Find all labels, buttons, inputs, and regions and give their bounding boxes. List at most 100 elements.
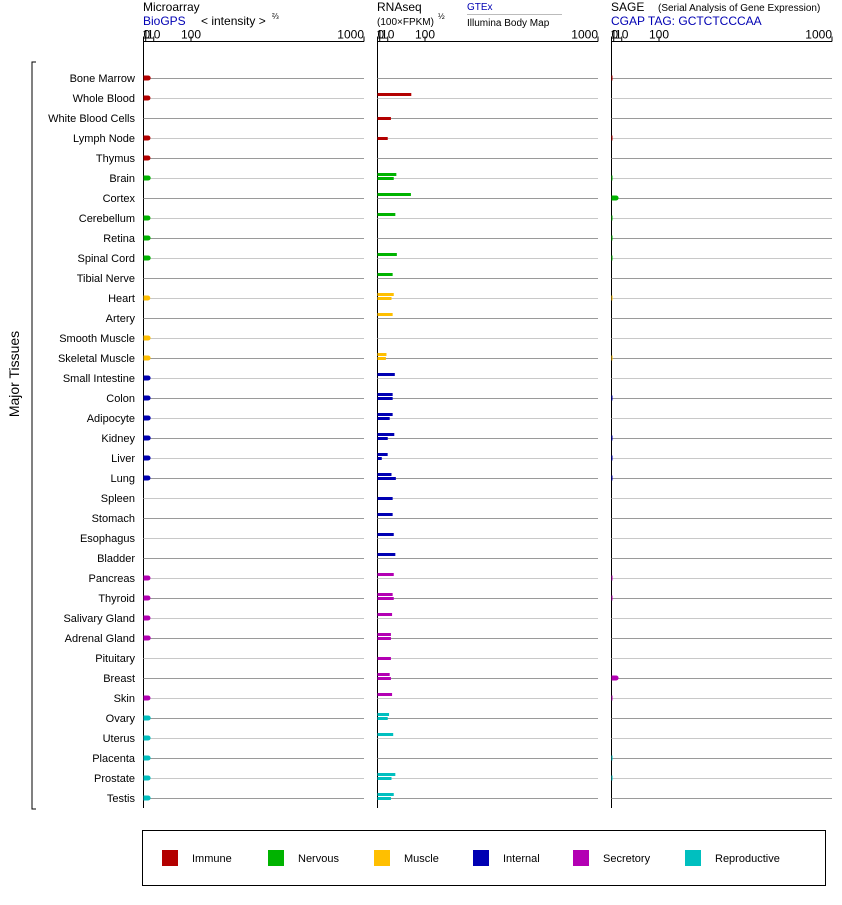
- sage-tick-label: 10: [615, 28, 629, 42]
- tissue-label: Cerebellum: [79, 213, 135, 225]
- tissue-label: Kidney: [101, 433, 135, 445]
- microarray-bar-cap: [145, 135, 151, 141]
- microarray-bar-cap: [145, 235, 151, 241]
- tissue-label: Artery: [106, 313, 136, 325]
- microarray-bar-cap: [145, 435, 151, 441]
- microarray-intensity-exponent: ⅔: [272, 12, 279, 21]
- microarray-bar-cap: [145, 375, 151, 381]
- tissue-label: Smooth Muscle: [59, 333, 135, 345]
- rnaseq-legend-gtex: GTEx: [467, 2, 493, 13]
- tissue-label: Lung: [111, 473, 135, 485]
- tissue-label: Adrenal Gland: [65, 633, 135, 645]
- microarray-bar-cap: [145, 215, 151, 221]
- sage-bar: [611, 575, 613, 581]
- microarray-bar-cap: [145, 795, 151, 801]
- legend-label-muscle: Muscle: [404, 853, 439, 865]
- rnaseq-bar: [377, 453, 388, 456]
- rnaseq-bar: [377, 677, 391, 680]
- sage-title-note: (Serial Analysis of Gene Expression): [658, 3, 820, 14]
- rnaseq-bar: [377, 673, 390, 676]
- sage-tick-label: 1: [610, 28, 617, 42]
- sage-bar: [611, 775, 613, 781]
- rnaseq-bar: [377, 553, 396, 556]
- tissue-labels: Bone Marrow Whole Blood White Blood Cells L…: [48, 73, 136, 805]
- bars-layer: [143, 75, 619, 801]
- tissue-label: Thymus: [96, 153, 136, 165]
- sage-tick-label: 100: [649, 28, 669, 42]
- rnaseq-bar: [377, 433, 395, 436]
- tissue-label: Brain: [109, 173, 135, 185]
- rnaseq-bar: [377, 693, 393, 696]
- rnaseq-bar: [377, 213, 396, 216]
- rnaseq-bar: [377, 293, 394, 296]
- rnaseq-bar: [377, 477, 396, 480]
- sage-bar: [611, 755, 613, 761]
- microarray-subtitle: BioGPS: [143, 14, 186, 28]
- rnaseq-bar: [377, 637, 391, 640]
- tissue-label: Tibial Nerve: [77, 273, 135, 285]
- rnaseq-bar: [377, 417, 390, 420]
- microarray-tick-label: 10: [147, 28, 161, 42]
- rnaseq-bar: [377, 573, 394, 576]
- tissue-label: White Blood Cells: [48, 113, 135, 125]
- tissue-label: Skin: [114, 693, 135, 705]
- tissue-label: Heart: [108, 293, 135, 305]
- tissue-label: Uterus: [103, 733, 136, 745]
- rnaseq-bar: [377, 413, 393, 416]
- legend-label-internal: Internal: [503, 853, 540, 865]
- sage-bar: [611, 215, 613, 221]
- sage-bar-cap: [613, 675, 619, 681]
- tissue-label: Skeletal Muscle: [58, 353, 135, 365]
- legend-swatch-secretory: [573, 850, 589, 866]
- microarray-bar-cap: [145, 155, 151, 161]
- rnaseq-bar: [377, 593, 393, 596]
- tissue-label: Small Intestine: [63, 373, 135, 385]
- sage-tick-label: 1000: [805, 28, 832, 42]
- rnaseq-tick-label: 1: [376, 28, 383, 42]
- legend-swatch-reproductive: [685, 850, 701, 866]
- tissue-label: Ovary: [106, 713, 136, 725]
- rnaseq-bar: [377, 717, 388, 720]
- microarray-bar-cap: [145, 255, 151, 261]
- rnaseq-bar: [377, 513, 393, 516]
- tissue-label: Testis: [107, 793, 136, 805]
- microarray-intensity-label: < intensity >: [201, 14, 266, 28]
- bracket-line: [31, 61, 36, 810]
- rnaseq-bar: [377, 437, 388, 440]
- legend-label-reproductive: Reproductive: [715, 853, 780, 865]
- microarray-bar-cap: [145, 735, 151, 741]
- rnaseq-bar: [377, 137, 388, 140]
- group-bracket: Major Tissues: [6, 61, 36, 810]
- rnaseq-bar: [377, 173, 397, 176]
- sage-bar: [611, 435, 613, 441]
- tissue-label: Cortex: [103, 193, 136, 205]
- rnaseq-bar: [377, 397, 393, 400]
- rnaseq-tick-label: 10: [381, 28, 395, 42]
- sage-subtitle: CGAP TAG: GCTCTCCCAA: [611, 14, 762, 28]
- sage-bar: [611, 295, 613, 301]
- legend-swatch-muscle: [374, 850, 390, 866]
- rnaseq-tick-label: 0: [378, 28, 385, 42]
- microarray-tick-label: 0: [144, 28, 151, 42]
- sage-bar: [611, 475, 613, 481]
- sage-bar: [611, 175, 613, 181]
- legend-swatch-nervous: [268, 850, 284, 866]
- tissue-label: Colon: [106, 393, 135, 405]
- legend: Immune Nervous Muscle Internal Secretory Repr…: [142, 830, 826, 886]
- tissue-label: Prostate: [94, 773, 135, 785]
- rnaseq-bar: [377, 733, 394, 736]
- tissue-label: Esophagus: [80, 533, 136, 545]
- rnaseq-bar: [377, 457, 382, 460]
- tissue-label: Lymph Node: [73, 133, 135, 145]
- rnaseq-bar: [377, 193, 411, 196]
- microarray-bar-cap: [145, 75, 151, 81]
- sage-bar: [611, 595, 613, 601]
- group-axis-title: Major Tissues: [6, 331, 22, 417]
- microarray-bar-cap: [145, 335, 151, 341]
- microarray-bar-cap: [145, 775, 151, 781]
- tissue-label: Bladder: [97, 553, 135, 565]
- rnaseq-bar: [377, 177, 394, 180]
- sage-bar: [611, 395, 613, 401]
- tissue-label: Stomach: [92, 513, 135, 525]
